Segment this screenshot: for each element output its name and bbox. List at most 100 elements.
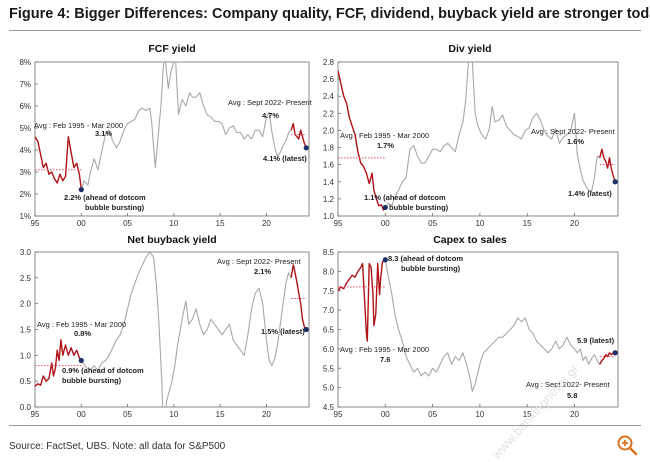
y-tick-label: 3.0 — [20, 248, 32, 257]
x-tick-label: 00 — [381, 219, 390, 228]
y-tick-label: 2.2 — [323, 109, 335, 118]
chart-title: Capex to sales — [433, 234, 507, 246]
figure-title: Figure 4: Bigger Differences: Company qu… — [9, 6, 650, 22]
series-line-late — [290, 264, 307, 330]
y-tick-label: 1.0 — [323, 212, 335, 221]
y-tick-label: 6% — [19, 102, 31, 111]
series-line-early — [35, 136, 82, 190]
data-point-marker — [78, 357, 84, 364]
x-tick-label: 20 — [570, 410, 579, 419]
y-tick-label: 7.5 — [323, 287, 335, 296]
annotation-label: Avg : Sept 2022- Present — [526, 380, 611, 389]
annotation-label: 8.3 (ahead of dotcom — [388, 254, 463, 263]
data-point-marker — [303, 145, 309, 151]
annotation-label: Avg : Sept 2022- Present — [217, 257, 302, 266]
series-line-late — [290, 122, 307, 149]
x-tick-label: 00 — [381, 410, 390, 419]
y-tick-label: 5.0 — [323, 384, 335, 393]
y-tick-label: 8.0 — [323, 267, 335, 276]
y-tick-label: 8% — [19, 58, 31, 67]
annotation-label: 4.1% (latest) — [263, 154, 307, 163]
x-tick-label: 05 — [123, 219, 132, 228]
annotation-label: 0.9% (ahead of dotcom — [62, 366, 144, 375]
annotation-label: 2.1% — [254, 267, 271, 276]
series-line-early — [35, 339, 82, 387]
x-tick-label: 20 — [262, 219, 271, 228]
y-tick-label: 6.5 — [323, 326, 335, 335]
charts-canvas: FCF yield 1% 2% 3% 4% 5% 6% 7% 8% 95 00 05 10 15 20 Avg… — [19, 43, 619, 419]
source-note: Source: FactSet, UBS. Note: all data for… — [9, 441, 226, 452]
data-point-marker — [612, 350, 618, 356]
y-tick-label: 2.4 — [323, 92, 335, 101]
data-point-marker — [382, 204, 388, 211]
series-line-grey — [80, 252, 292, 407]
annotation-label: Avg : Sept 2022- Present — [531, 127, 616, 136]
chart-panel-4: Capex to sales 4.5 5.0 5.5 6.0 6.5 7.0 7.5 8.0 8.… — [323, 234, 619, 419]
annotation-label: 7.6 — [380, 355, 390, 364]
annotation-label: 5.8 — [567, 391, 577, 400]
x-tick-label: 05 — [428, 410, 437, 419]
zoom-in-icon[interactable] — [616, 434, 638, 456]
annotation-label: bubble bursting) — [401, 264, 461, 273]
data-point-marker — [612, 179, 618, 185]
chart-panel-1: FCF yield 1% 2% 3% 4% 5% 6% 7% 8% 95 00 05 10 15 20 Avg… — [19, 43, 312, 228]
y-tick-label: 5% — [19, 124, 31, 133]
series-line-early — [338, 259, 386, 342]
chart-title: FCF yield — [148, 43, 195, 55]
series-line-grey — [384, 62, 601, 208]
series-line-early — [338, 70, 386, 211]
annotation-label: bubble bursting) — [389, 203, 449, 212]
series-line-late — [599, 148, 616, 183]
y-tick-label: 0.0 — [20, 403, 32, 412]
y-tick-label: 3% — [19, 168, 31, 177]
y-tick-label: 1.2 — [323, 195, 335, 204]
x-tick-label: 95 — [31, 219, 40, 228]
data-point-marker — [78, 187, 84, 193]
x-tick-label: 95 — [31, 410, 40, 419]
x-tick-label: 10 — [475, 219, 484, 228]
annotation-label: 1.1% (ahead of dotcom — [364, 193, 446, 202]
y-tick-label: 7% — [19, 80, 31, 89]
x-tick-label: 20 — [570, 219, 579, 228]
x-tick-label: 95 — [334, 219, 343, 228]
annotation-label: 4.7% — [262, 111, 279, 120]
y-tick-label: 1.8 — [323, 144, 335, 153]
y-tick-label: 6.0 — [323, 345, 335, 354]
chart-title: Net buyback yield — [127, 234, 216, 246]
x-tick-label: 15 — [216, 410, 225, 419]
x-tick-label: 10 — [169, 410, 178, 419]
x-tick-label: 15 — [523, 219, 532, 228]
y-tick-label: 2.5 — [20, 274, 32, 283]
title-divider — [9, 30, 641, 31]
y-tick-label: 7.0 — [323, 306, 335, 315]
x-tick-label: 10 — [169, 219, 178, 228]
data-point-marker — [382, 257, 388, 263]
annotation-label: 1.7% — [377, 141, 394, 150]
y-tick-label: 0.5 — [20, 377, 32, 386]
plot-frame — [337, 61, 619, 217]
x-tick-label: 95 — [334, 410, 343, 419]
series-line-grey — [80, 62, 292, 190]
y-tick-label: 1.4 — [323, 178, 335, 187]
x-tick-label: 00 — [77, 219, 86, 228]
x-tick-label: 05 — [428, 219, 437, 228]
x-tick-label: 20 — [262, 410, 271, 419]
annotation-label: 3.1% — [95, 129, 112, 138]
annotation-label: 1.5% (latest) — [261, 327, 305, 336]
bottom-divider — [9, 425, 641, 426]
y-tick-label: 5.5 — [323, 364, 335, 373]
annotation-label: bubble bursting) — [62, 376, 122, 385]
x-tick-label: 15 — [523, 410, 532, 419]
y-tick-label: 1.0 — [20, 351, 32, 360]
annotation-label: Avg : Feb 1995 - Mar 2000 — [34, 121, 123, 130]
y-tick-label: 2.0 — [323, 126, 335, 135]
y-tick-label: 2.6 — [323, 75, 335, 84]
y-tick-label: 2.0 — [20, 300, 32, 309]
y-tick-label: 8.5 — [323, 248, 335, 257]
y-tick-label: 4% — [19, 146, 31, 155]
x-tick-label: 15 — [216, 219, 225, 228]
annotation-label: 0.8% — [74, 329, 91, 338]
y-tick-label: 1% — [19, 212, 31, 221]
annotation-label: Avg : Feb 1995 - Mar 2000 — [37, 320, 126, 329]
chart-panel-3: Net buyback yield 0.0 0.5 1.0 1.5 2.0 2.5 3.0 95… — [20, 234, 310, 419]
